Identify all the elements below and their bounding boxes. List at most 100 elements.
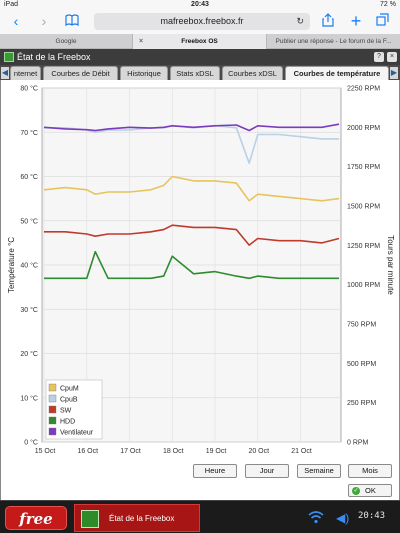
x-tick-label: 19 Oct <box>206 448 227 455</box>
browser-tab-strip: Google × Freebox OS Publier une réponse … <box>0 34 400 49</box>
bookmarks-icon[interactable] <box>64 13 80 29</box>
address-bar[interactable]: mafreebox.freebox.fr ↻ <box>94 13 310 30</box>
period-hour-button[interactable]: Heure <box>193 464 237 478</box>
close-tab-icon[interactable]: × <box>139 38 144 45</box>
series-line-hdd <box>44 250 339 280</box>
browser-tab-freebox-os[interactable]: × Freebox OS <box>133 34 267 49</box>
free-logo-text: free <box>19 510 53 528</box>
x-tick-label: 16 Oct <box>77 448 98 455</box>
legend-label: CpuB <box>60 397 78 404</box>
y-tick-label: 20 °C <box>20 350 38 358</box>
period-day-button[interactable]: Jour <box>245 464 289 478</box>
y-tick-label: 30 °C <box>20 306 38 314</box>
browser-tab-label: Freebox OS <box>181 38 218 45</box>
period-month-button[interactable]: Mois <box>348 464 392 478</box>
y-tick-label: 10 °C <box>20 394 38 402</box>
y-tick-label: 0 °C <box>24 439 38 447</box>
wifi-icon[interactable] <box>308 510 324 524</box>
temperature-chart: 80 °C 70 °C 60 °C 50 °C 40 °C 30 °C 20 °C 10 °C… <box>7 85 395 456</box>
help-icon[interactable]: ? <box>374 52 384 62</box>
y2-tick-label: 2250 RPM <box>347 86 380 93</box>
y2-tick-label: 250 RPM <box>347 400 376 407</box>
freebox-taskbar: free État de la Freebox ◀) 20:43 <box>0 500 400 533</box>
legend-label: HDD <box>60 419 75 426</box>
tab-label: Courbes xDSL <box>228 69 277 78</box>
browser-tab-google[interactable]: Google <box>0 34 133 49</box>
tabs-scroll-right-icon[interactable]: ▶ <box>390 67 398 79</box>
tab-courbes-temperature[interactable]: Courbes de température <box>285 66 389 80</box>
tabs-overview-icon[interactable] <box>374 13 390 29</box>
share-icon[interactable] <box>320 13 336 29</box>
y2-axis-title: Tours par minute <box>386 235 395 295</box>
tab-historique[interactable]: Historique <box>120 66 168 80</box>
free-logo-button[interactable]: free <box>5 506 67 530</box>
legend-swatch <box>48 394 57 403</box>
browser-tab-forum[interactable]: Publier une réponse - Le forum de la F..… <box>267 34 400 49</box>
x-tick-label: 20 Oct <box>248 448 269 455</box>
button-label: Semaine <box>304 466 334 475</box>
y2-tick-label: 2000 RPM <box>347 125 380 132</box>
tab-courbes-debit[interactable]: Courbes de Débit <box>43 66 118 80</box>
tab-internet[interactable]: nternet <box>10 66 41 80</box>
legend-label: CpuM <box>60 386 79 393</box>
series-line-sw <box>44 224 340 246</box>
browser-toolbar: ‹ › mafreebox.freebox.fr ↻ + <box>0 10 400 34</box>
url-text: mafreebox.freebox.fr <box>160 16 244 26</box>
legend-label: Ventilateur <box>60 430 94 437</box>
device-name: iPad <box>4 1 19 8</box>
y-axis-title: Température °C <box>7 237 16 293</box>
x-tick-label: 21 Oct <box>291 448 312 455</box>
ios-status-bar: iPad 20:43 72 % <box>0 0 400 10</box>
y-tick-label: 60 °C <box>20 173 38 181</box>
legend-swatch <box>48 427 57 436</box>
battery-level: 72 % <box>380 1 396 8</box>
window-title: État de la Freebox <box>17 52 91 62</box>
browser-tab-label: Publier une réponse - Le forum de la F..… <box>275 38 392 45</box>
y2-tick-label: 1250 RPM <box>347 243 380 250</box>
tab-label: Courbes de Débit <box>51 69 110 78</box>
new-tab-icon[interactable]: + <box>350 11 362 31</box>
app-tab-strip: ◀ nternet Courbes de Débit Historique St… <box>0 65 400 80</box>
series-line-cpum <box>43 175 340 202</box>
y-tick-label: 80 °C <box>20 85 38 93</box>
check-icon: ✓ <box>352 487 360 495</box>
browser-tab-label: Google <box>55 38 77 45</box>
ok-button[interactable]: ✓ OK <box>348 484 392 497</box>
legend-swatch <box>48 416 57 425</box>
button-label: Heure <box>204 466 226 475</box>
window-title-bar: État de la Freebox ? × <box>0 49 400 65</box>
back-icon[interactable]: ‹ <box>13 13 19 29</box>
button-label: OK <box>365 486 376 495</box>
period-week-button[interactable]: Semaine <box>297 464 341 478</box>
y2-tick-label: 0 RPM <box>347 440 369 447</box>
taskbar-item-etat-freebox[interactable]: État de la Freebox <box>74 504 200 532</box>
tabs-scroll-left-icon[interactable]: ◀ <box>1 67 9 79</box>
tab-stats-xdsl[interactable]: Stats xDSL <box>170 66 220 80</box>
close-window-icon[interactable]: × <box>387 52 397 62</box>
status-time: 20:43 <box>191 1 209 8</box>
tab-label: nternet <box>13 69 38 78</box>
y2-tick-label: 500 RPM <box>347 361 376 368</box>
freebox-status-icon <box>81 510 99 528</box>
y-tick-label: 40 °C <box>20 262 38 270</box>
series-line-ventilateur <box>43 123 340 132</box>
x-tick-label: 15 Oct <box>35 448 56 455</box>
taskbar-clock: 20:43 <box>358 511 386 521</box>
y2-tick-label: 750 RPM <box>347 322 376 329</box>
tab-label: Historique <box>127 69 161 78</box>
tab-label: Stats xDSL <box>176 69 214 78</box>
button-label: Mois <box>362 466 378 475</box>
freebox-app-icon <box>4 52 14 62</box>
y2-tick-label: 1500 RPM <box>347 204 380 211</box>
y2-tick-label: 1000 RPM <box>347 282 380 289</box>
tab-label: Courbes de température <box>293 69 381 78</box>
x-tick-label: 18 Oct <box>163 448 184 455</box>
speaker-icon[interactable]: ◀) <box>336 511 350 525</box>
forward-icon[interactable]: › <box>41 13 47 29</box>
legend-swatch <box>48 405 57 414</box>
tab-courbes-xdsl[interactable]: Courbes xDSL <box>222 66 283 80</box>
legend-label: SW <box>60 408 72 415</box>
legend-swatch <box>48 383 57 392</box>
x-tick-label: 17 Oct <box>120 448 141 455</box>
reload-icon[interactable]: ↻ <box>296 16 304 26</box>
